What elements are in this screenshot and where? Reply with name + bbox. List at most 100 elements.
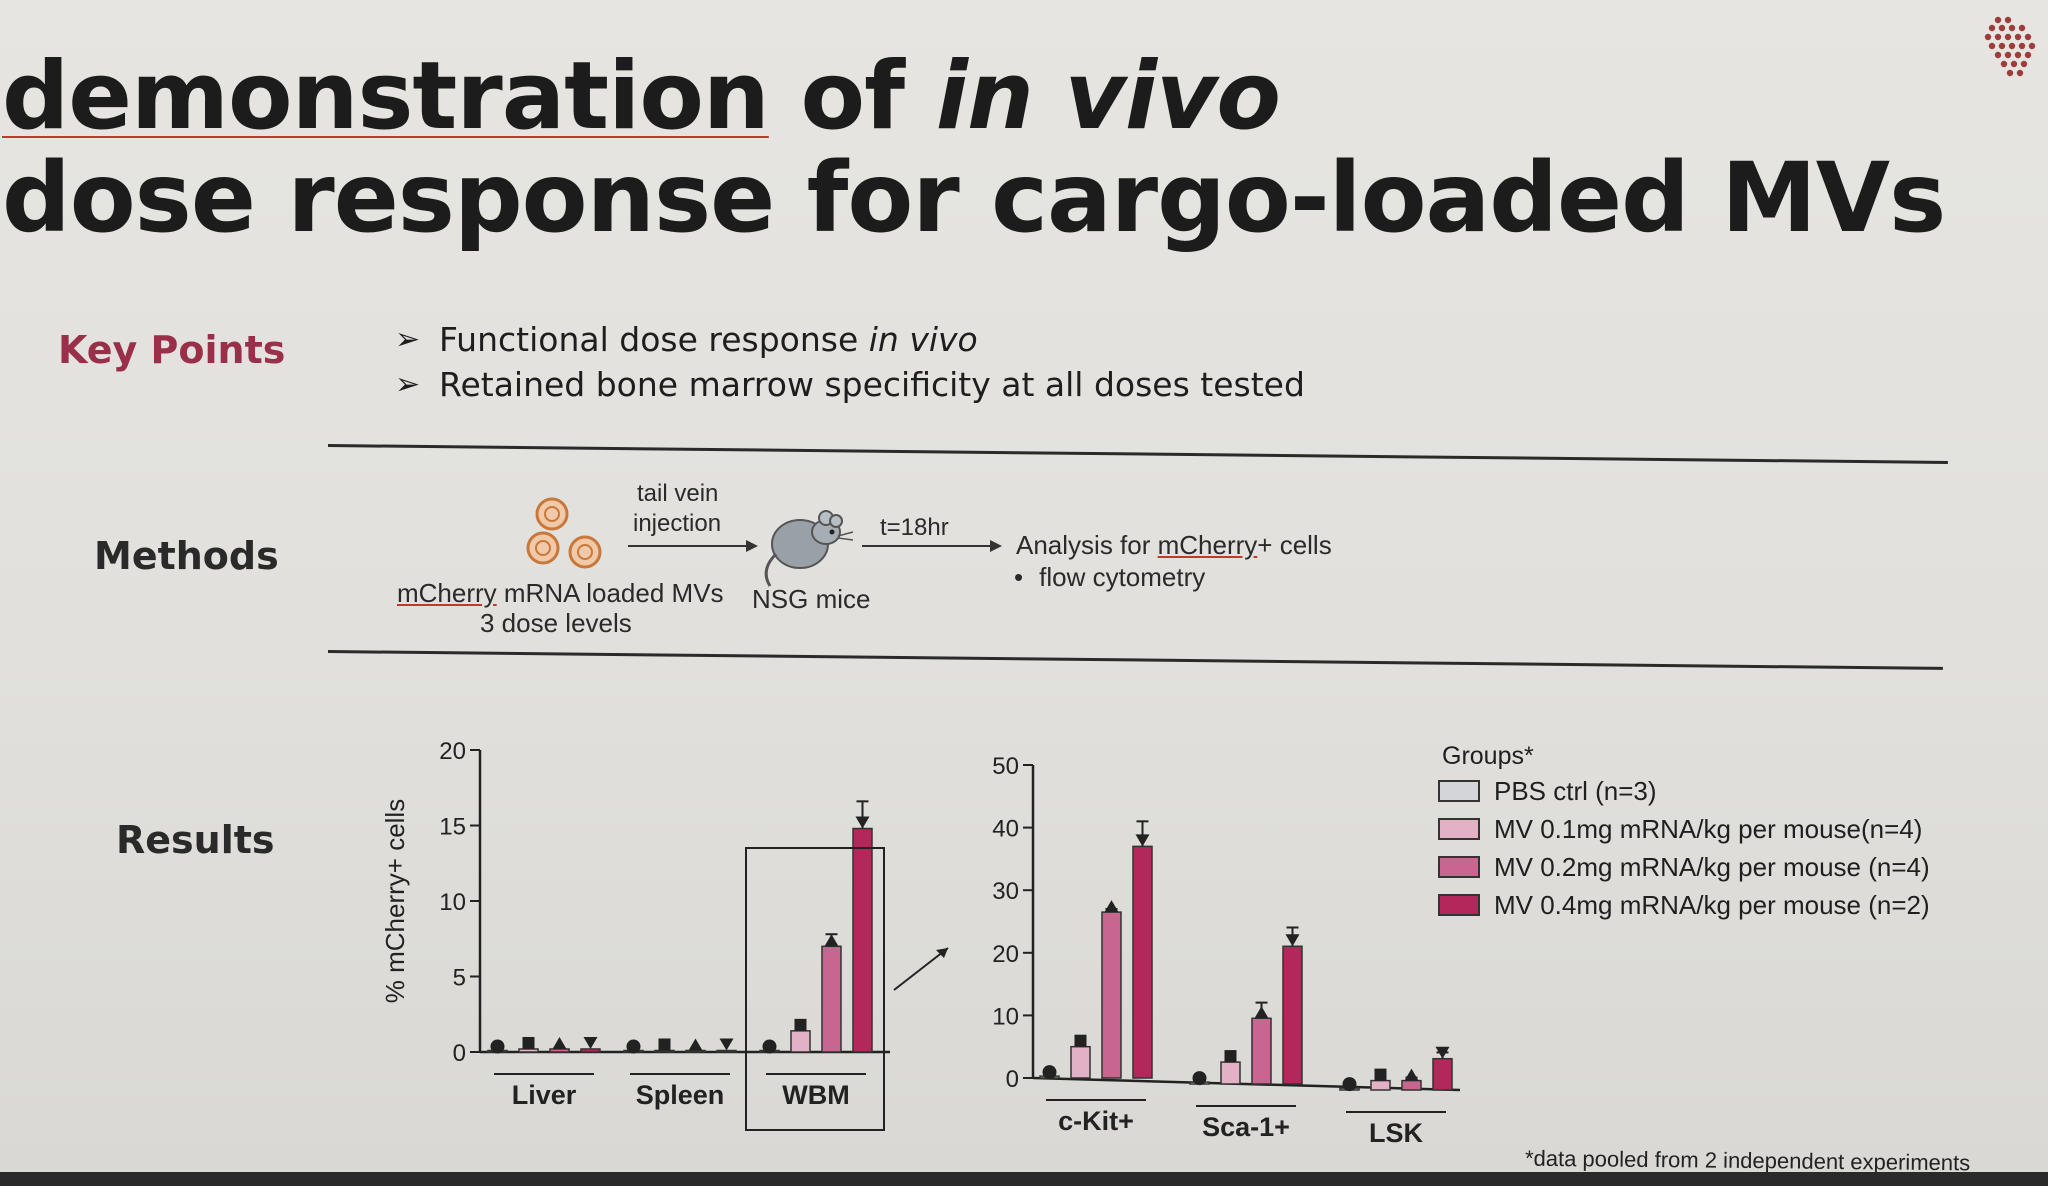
category-label: LSK xyxy=(1369,1118,1424,1148)
key-point-text: Retained bone marrow specificity at all … xyxy=(439,365,1305,404)
mcherry-term: mCherry xyxy=(1157,530,1258,560)
mv-description: mCherry mRNA loaded MVs xyxy=(397,578,724,609)
key-points-label: Key Points xyxy=(58,328,286,372)
dose-levels-text: 3 dose levels xyxy=(480,608,632,638)
injection-label: injection xyxy=(633,510,722,537)
key-points-list: ➢ Functional dose response in vivo ➢ Ret… xyxy=(395,320,1305,410)
bar xyxy=(716,1049,737,1053)
screen-edge xyxy=(0,1172,2048,1186)
key-point-text: Functional dose response xyxy=(439,320,869,359)
bar xyxy=(1432,1057,1453,1091)
legend-label: PBS ctrl (n=3) xyxy=(1494,775,1657,806)
legend-item: MV 0.1mg mRNA/kg per mouse(n=4) xyxy=(1438,814,1930,844)
mv-particles-icon xyxy=(526,497,602,569)
legend-label: MV 0.1mg mRNA/kg per mouse(n=4) xyxy=(1494,813,1923,844)
tail-vein-label: tail vein xyxy=(637,480,719,507)
bar xyxy=(549,1048,570,1053)
legend-label: MV 0.2mg mRNA/kg per mouse (n=4) xyxy=(1494,851,1930,882)
slide-title-line1: demonstration of in vivo xyxy=(2,50,1281,144)
title-word-demonstration: demonstration xyxy=(2,42,770,151)
arrowhead-bullet-icon: ➢ xyxy=(395,322,421,357)
bar xyxy=(1282,945,1303,1085)
category-label: WBM xyxy=(782,1080,849,1110)
data-point xyxy=(552,1036,567,1049)
category-label: Sca-1+ xyxy=(1202,1112,1290,1142)
legend-title: Groups* xyxy=(1442,742,1534,770)
time-label: t=18hr xyxy=(880,514,949,541)
legend-item: MV 0.4mg mRNA/kg per mouse (n=2) xyxy=(1438,890,1930,920)
title-italic-in-vivo: in vivo xyxy=(935,42,1281,151)
data-point xyxy=(688,1038,703,1051)
legend-swatch xyxy=(1438,894,1480,916)
key-point-italic: in vivo xyxy=(868,320,978,359)
data-point xyxy=(1285,934,1300,947)
y-tick-label: 15 xyxy=(439,814,466,841)
mouse-icon xyxy=(764,510,854,587)
key-point-item: ➢ Retained bone marrow specificity at al… xyxy=(395,365,1305,404)
category-label: Liver xyxy=(512,1080,577,1110)
bar xyxy=(1220,1061,1241,1085)
arrowhead-bullet-icon: ➢ xyxy=(395,367,421,402)
data-point xyxy=(626,1039,641,1054)
category-label: Spleen xyxy=(636,1080,725,1110)
data-point xyxy=(1254,1006,1269,1019)
analysis-text: Analysis for mCherry+ cells xyxy=(1016,530,1332,561)
bullet-dot-icon: • xyxy=(1014,562,1024,592)
zoom-arrowhead xyxy=(936,948,948,958)
bar xyxy=(518,1048,539,1053)
y-tick-label: 50 xyxy=(992,753,1019,780)
bar xyxy=(580,1048,601,1053)
data-point xyxy=(762,1039,777,1054)
analysis-suffix: + cells xyxy=(1257,530,1332,560)
data-point xyxy=(824,934,839,947)
y-tick-label: 30 xyxy=(992,878,1019,905)
mv-description-rest: mRNA loaded MVs xyxy=(496,578,724,608)
y-tick-label: 10 xyxy=(439,889,466,916)
data-point xyxy=(1342,1077,1357,1092)
legend: PBS ctrl (n=3) MV 0.1mg mRNA/kg per mous… xyxy=(1438,776,1930,928)
nsg-mice-label: NSG mice xyxy=(752,584,871,614)
category-label: c-Kit+ xyxy=(1058,1106,1134,1136)
data-point xyxy=(1042,1065,1057,1080)
data-point xyxy=(1374,1068,1387,1081)
bar xyxy=(1251,1017,1272,1085)
bar xyxy=(852,827,873,1053)
y-tick-label: 10 xyxy=(992,1003,1019,1030)
y-tick-label: 0 xyxy=(1006,1066,1019,1093)
methods-label: Methods xyxy=(94,534,279,578)
y-tick-label: 0 xyxy=(453,1040,466,1067)
data-point xyxy=(658,1038,671,1051)
data-point xyxy=(719,1038,734,1051)
flow-cytometry-text: flow cytometry xyxy=(1039,562,1206,592)
legend-swatch xyxy=(1438,780,1480,802)
data-point xyxy=(522,1036,535,1049)
y-tick-label: 20 xyxy=(439,738,466,765)
wbm-highlight-box xyxy=(745,847,885,1131)
data-point xyxy=(1074,1034,1087,1047)
bar xyxy=(1070,1045,1091,1079)
bar xyxy=(654,1049,675,1053)
y-tick-label: 40 xyxy=(992,816,1019,843)
bar xyxy=(821,945,842,1053)
y-axis-label: % mCherry+ cells xyxy=(380,799,410,1003)
results-label: Results xyxy=(116,818,275,862)
data-point xyxy=(490,1039,505,1054)
legend-item: PBS ctrl (n=3) xyxy=(1438,776,1930,806)
key-point-item: ➢ Functional dose response in vivo xyxy=(395,320,1305,359)
bar xyxy=(790,1030,811,1053)
bar xyxy=(1401,1079,1422,1091)
data-point xyxy=(583,1036,598,1049)
analysis-bullet: • flow cytometry xyxy=(1014,562,1205,593)
mcherry-term: mCherry xyxy=(397,578,497,608)
bar xyxy=(685,1049,706,1053)
arrow-right-icon xyxy=(628,540,758,552)
bar xyxy=(1132,845,1153,1079)
title-word-of: of xyxy=(768,42,936,151)
slide-title-line2: dose response for cargo-loaded MVs xyxy=(2,142,1946,254)
legend-label: MV 0.4mg mRNA/kg per mouse (n=2) xyxy=(1494,889,1930,920)
bar xyxy=(1370,1079,1391,1091)
company-logo-icon xyxy=(1984,16,2036,77)
arrow-right-icon xyxy=(862,540,1002,552)
